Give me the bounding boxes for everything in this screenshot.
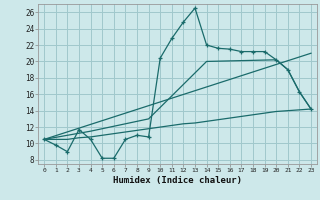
X-axis label: Humidex (Indice chaleur): Humidex (Indice chaleur)	[113, 176, 242, 185]
